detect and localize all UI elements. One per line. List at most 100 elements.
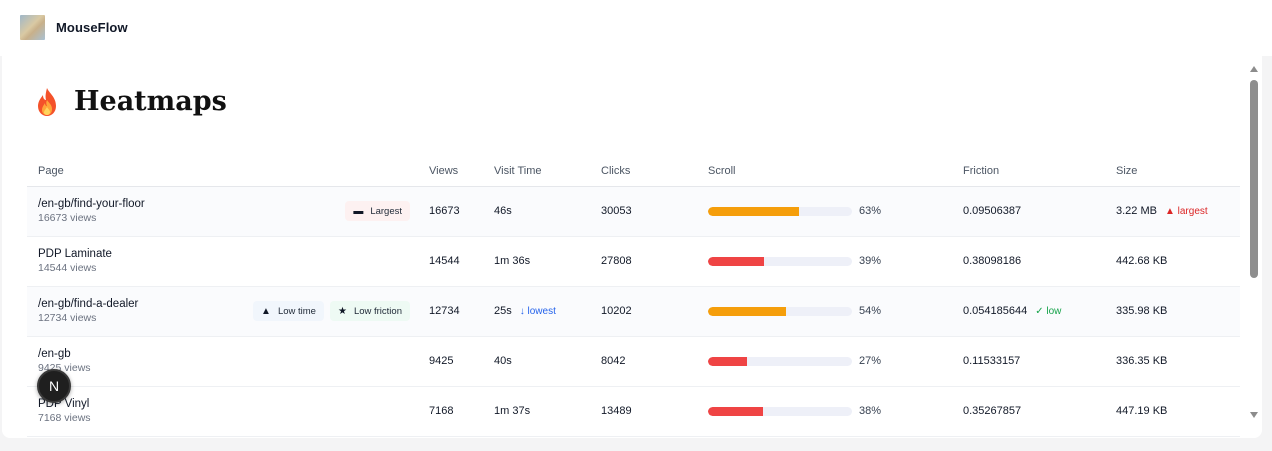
views-cell: 7168 bbox=[418, 386, 483, 437]
page-heading: Heatmaps bbox=[34, 86, 227, 117]
page-cell: PDP Laminate 14544 views bbox=[27, 236, 418, 287]
scroll-cell: 38% bbox=[697, 386, 952, 437]
visit-time-cell: 40s bbox=[483, 336, 590, 387]
star-icon: ★ bbox=[337, 305, 347, 317]
page-name[interactable]: PDP Laminate bbox=[38, 248, 112, 260]
page-name[interactable]: PDP Vinyl bbox=[38, 398, 90, 410]
scroll-cell: 63% bbox=[697, 186, 952, 237]
page-views: 12734 views bbox=[38, 312, 97, 324]
clicks-cell: 27808 bbox=[590, 236, 697, 287]
col-header-page[interactable]: Page bbox=[27, 156, 418, 187]
clicks-cell: 30053 bbox=[590, 186, 697, 237]
app-title: MouseFlow bbox=[56, 20, 128, 35]
lowest-note: ↓ lowest bbox=[519, 306, 556, 317]
scroll-down-arrow-icon[interactable] bbox=[1250, 412, 1258, 418]
table-row[interactable]: /en-gb/find-a-dealer 12734 views ▲ Low t… bbox=[27, 286, 1240, 337]
friction-cell: 0.09506387 bbox=[952, 186, 1105, 237]
low-friction-badge: ★ Low friction bbox=[329, 301, 410, 321]
views-cell: 16673 bbox=[418, 186, 483, 237]
scroll-bar-fill bbox=[708, 206, 799, 216]
floating-n-button[interactable]: N bbox=[37, 369, 71, 403]
visit-time-cell: 1m 36s bbox=[483, 236, 590, 287]
col-header-visit-time[interactable]: Visit Time bbox=[483, 156, 590, 187]
visit-time-cell: 1m 37s bbox=[483, 386, 590, 437]
size-cell: 335.98 KB bbox=[1105, 286, 1240, 337]
views-cell: 12734 bbox=[418, 286, 483, 337]
clicks-cell: 10202 bbox=[590, 286, 697, 337]
page-cell: /en-gb/find-your-floor 16673 views ▬ Lar… bbox=[27, 186, 418, 237]
scroll-bar-fill bbox=[708, 256, 765, 266]
size-value: 3.22 MB bbox=[1116, 205, 1157, 217]
scroll-cell: 54% bbox=[697, 286, 952, 337]
badge-label: Low friction bbox=[353, 305, 402, 317]
scroll-bar bbox=[708, 406, 852, 416]
table-row[interactable]: /en-gb 9425 views 9425 40s 8042 27% 0.11… bbox=[27, 336, 1240, 387]
scroll-percent: 54% bbox=[859, 305, 882, 317]
scroll-bar-fill bbox=[708, 356, 747, 366]
warning-icon: ▲ bbox=[261, 305, 271, 317]
page-name[interactable]: /en-gb/find-your-floor bbox=[38, 198, 145, 210]
friction-cell: 0.38098186 bbox=[952, 236, 1105, 287]
clicks-cell: 8042 bbox=[590, 336, 697, 387]
table-row[interactable]: PDP Vinyl 7168 views 7168 1m 37s 13489 3… bbox=[27, 386, 1240, 437]
page-title: Heatmaps bbox=[74, 86, 227, 117]
page-name[interactable]: /en-gb bbox=[38, 348, 71, 360]
flame-icon bbox=[38, 87, 56, 116]
page-cell: /en-gb 9425 views bbox=[27, 336, 418, 387]
friction-value: 0.09506387 bbox=[963, 205, 1022, 217]
top-bar: MouseFlow bbox=[0, 0, 1272, 56]
badge-label: Low time bbox=[277, 305, 316, 317]
page-cell: /en-gb/find-a-dealer 12734 views ▲ Low t… bbox=[27, 286, 418, 337]
size-cell: 442.68 KB bbox=[1105, 236, 1240, 287]
clicks-cell: 13489 bbox=[590, 386, 697, 437]
page-name[interactable]: /en-gb/find-a-dealer bbox=[38, 298, 139, 310]
page-views: 16673 views bbox=[38, 212, 97, 224]
table-header-row: Page Views Visit Time Clicks Scroll Fric… bbox=[27, 156, 1240, 187]
size-cell: 3.22 MB ▲ largest bbox=[1105, 186, 1240, 237]
page-views: 9425 views bbox=[38, 362, 91, 374]
page-cell: PDP Vinyl 7168 views bbox=[27, 386, 418, 437]
scroll-percent: 63% bbox=[859, 205, 882, 217]
visit-time-value: 25s bbox=[494, 305, 512, 317]
table-row[interactable]: /en-gb/find-your-floor 16673 views ▬ Lar… bbox=[27, 186, 1240, 237]
scroll-cell: 27% bbox=[697, 336, 952, 387]
friction-cell: 0.054185644 ✓ low bbox=[952, 286, 1105, 337]
heatmaps-table: Page Views Visit Time Clicks Scroll Fric… bbox=[27, 156, 1240, 437]
visit-time-value: 46s bbox=[494, 205, 512, 217]
scroll-bar-fill bbox=[708, 406, 763, 416]
table-row[interactable]: PDP Laminate 14544 views 14544 1m 36s 27… bbox=[27, 236, 1240, 287]
low-note: ✓ low bbox=[1035, 306, 1062, 317]
col-header-friction[interactable]: Friction bbox=[952, 156, 1105, 187]
scroll-bar bbox=[708, 306, 852, 316]
app-thumbnail bbox=[20, 15, 45, 40]
vertical-scrollbar[interactable] bbox=[1248, 62, 1262, 420]
col-header-clicks[interactable]: Clicks bbox=[590, 156, 697, 187]
col-header-scroll[interactable]: Scroll bbox=[697, 156, 952, 187]
largest-note: ▲ largest bbox=[1164, 206, 1208, 217]
largest-badge: ▬ Largest bbox=[345, 201, 410, 221]
views-cell: 9425 bbox=[418, 336, 483, 387]
col-header-views[interactable]: Views bbox=[418, 156, 483, 187]
scroll-bar-fill bbox=[708, 306, 786, 316]
scroll-percent: 38% bbox=[859, 405, 882, 417]
visit-time-cell: 46s bbox=[483, 186, 590, 237]
visit-time-cell: 25s ↓ lowest bbox=[483, 286, 590, 337]
scroll-bar bbox=[708, 206, 852, 216]
scroll-bar bbox=[708, 256, 852, 266]
size-cell: 336.35 KB bbox=[1105, 336, 1240, 387]
scroll-percent: 27% bbox=[859, 355, 882, 367]
content-card: Heatmaps Page Views Visit Time Clicks Sc… bbox=[2, 56, 1262, 438]
views-cell: 14544 bbox=[418, 236, 483, 287]
friction-value: 0.054185644 bbox=[963, 305, 1028, 317]
scroll-percent: 39% bbox=[859, 255, 882, 267]
scroll-bar bbox=[708, 356, 852, 366]
friction-cell: 0.35267857 bbox=[952, 386, 1105, 437]
scrollbar-thumb[interactable] bbox=[1250, 80, 1258, 278]
col-header-size[interactable]: Size bbox=[1105, 156, 1240, 187]
friction-cell: 0.11533157 bbox=[952, 336, 1105, 387]
page-views: 7168 views bbox=[38, 412, 91, 424]
scroll-cell: 39% bbox=[697, 236, 952, 287]
page-views: 14544 views bbox=[38, 262, 97, 274]
scroll-up-arrow-icon[interactable] bbox=[1250, 66, 1258, 72]
storage-icon: ▬ bbox=[353, 205, 364, 217]
